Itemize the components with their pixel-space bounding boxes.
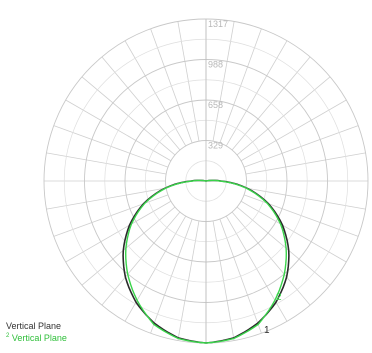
radial-tick-label: 329 [208,141,223,151]
legend-label-2: Vertical Plane [11,333,67,343]
series-marker-1: 1 [264,325,270,336]
radial-tick-label: 658 [208,100,223,110]
legend-item-2: 2 Vertical Plane [6,332,67,344]
series-line-vertical-plane-2 [124,179,288,344]
series-group [122,179,290,344]
polar-grid [43,18,369,344]
legend-sup-2: 2 [6,333,10,339]
legend-label-1: Vertical Plane [6,321,62,331]
legend-item-1: Vertical Plane [6,320,67,332]
radial-tick-label: 1317 [208,19,228,29]
tick-labels: 329 658 988 1317 1 2 [208,19,282,336]
legend: Vertical Plane 2 Vertical Plane [6,320,67,344]
series-marker-2: 2 [276,292,282,303]
radial-tick-label: 988 [208,60,223,70]
